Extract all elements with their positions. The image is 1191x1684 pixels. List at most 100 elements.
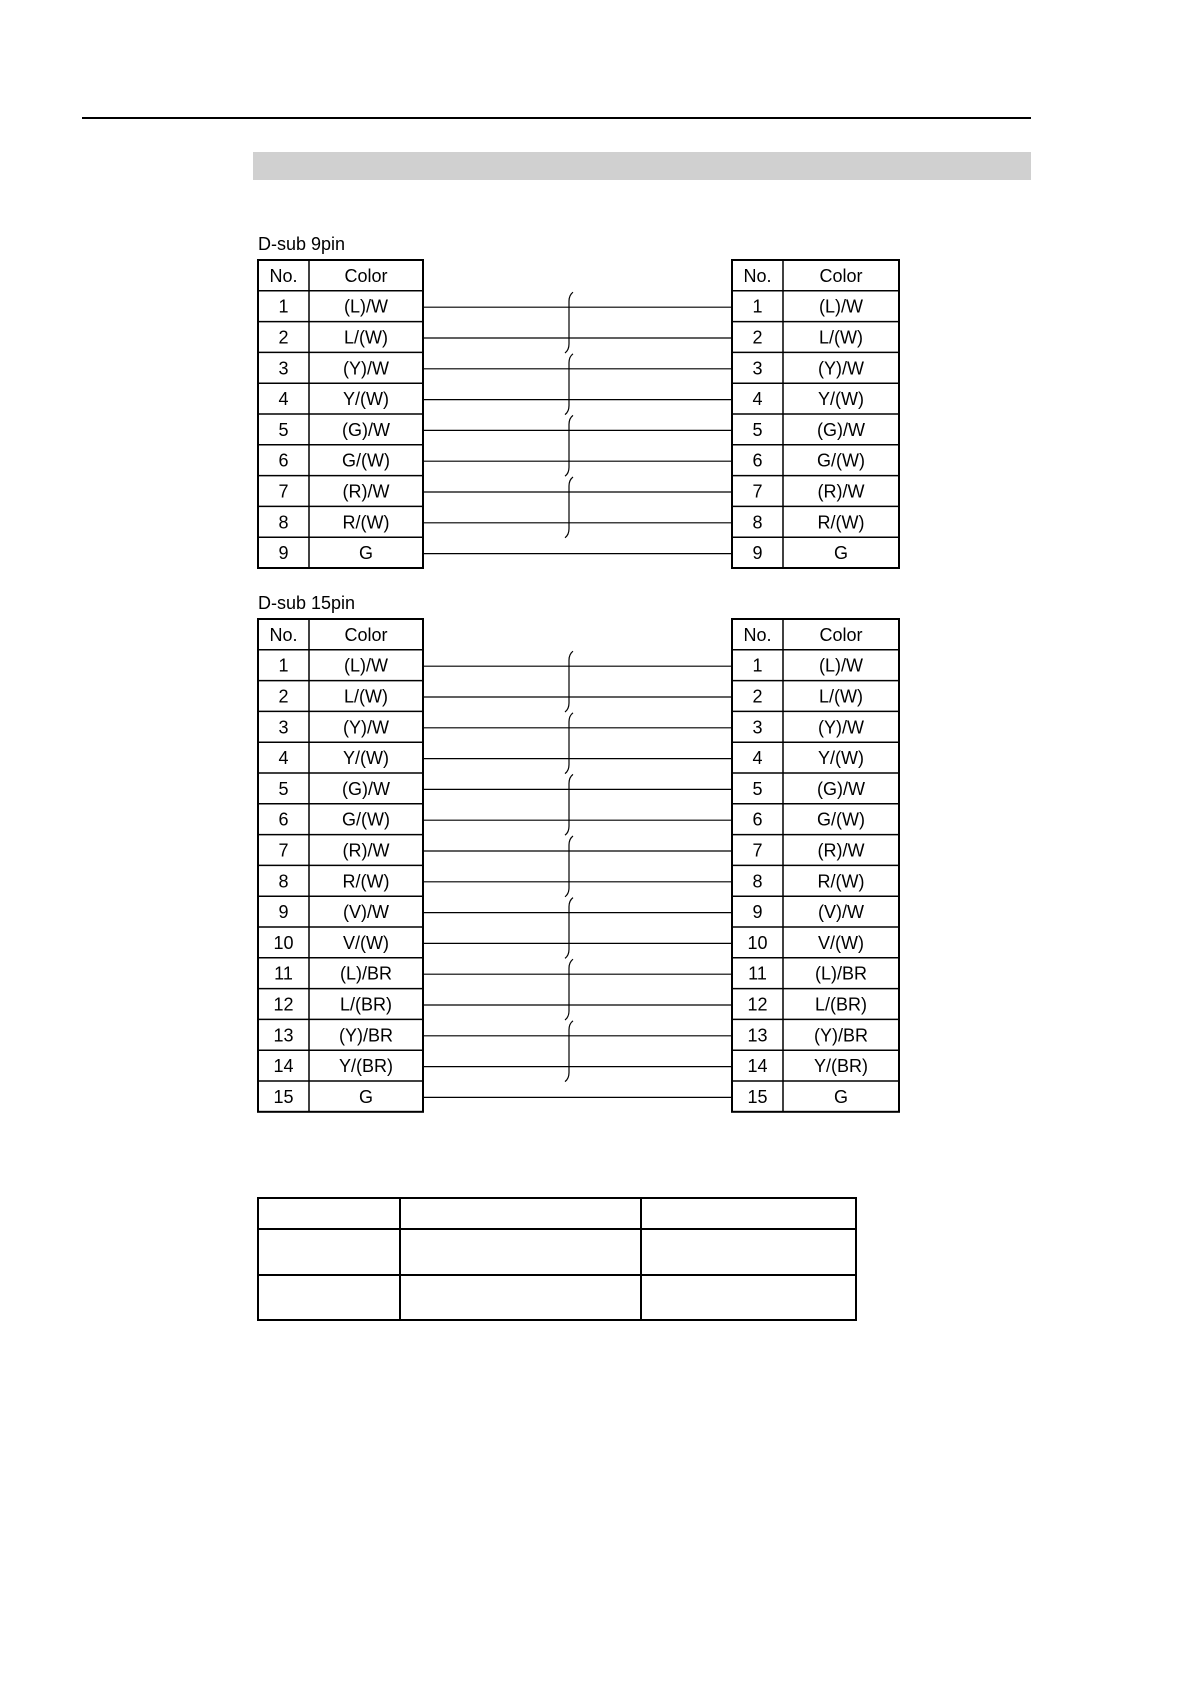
pin-number: 3 <box>278 717 288 737</box>
wire-color: G <box>834 1087 848 1107</box>
wire-color: (Y)/W <box>818 717 864 737</box>
pin-number: 6 <box>278 810 288 830</box>
wire-color: G/(W) <box>342 810 390 830</box>
twisted-pair-mark <box>564 414 574 477</box>
wire-color: (G)/W <box>817 420 865 440</box>
wire-color: (G)/W <box>342 420 390 440</box>
pin-number: 4 <box>278 389 288 409</box>
wire-color: L/(W) <box>344 687 388 707</box>
pin-number: 7 <box>278 482 288 502</box>
pin-number: 6 <box>752 810 762 830</box>
pin-number: 6 <box>752 451 762 471</box>
pin-number: 5 <box>278 420 288 440</box>
pin-number: 4 <box>278 748 288 768</box>
wire-color: (R)/W <box>818 841 865 861</box>
pin-number: 12 <box>273 995 293 1015</box>
pin-number: 8 <box>752 512 762 532</box>
empty-cell <box>640 1197 857 1230</box>
twisted-pair-mark <box>564 1020 574 1083</box>
wire-color: R/(W) <box>818 871 865 891</box>
pin-number: 7 <box>752 482 762 502</box>
wire-color: (L)/BR <box>815 964 867 984</box>
wire-color: (Y)/W <box>343 717 389 737</box>
twisted-pair-mark <box>564 773 574 836</box>
dsub9-label: D-sub 9pin <box>258 234 346 254</box>
pin-number: 11 <box>274 964 293 984</box>
header-no: No. <box>269 625 297 645</box>
pin-number: 1 <box>278 297 288 317</box>
pin-number: 15 <box>273 1087 293 1107</box>
twisted-pair-mark <box>564 897 574 959</box>
header-color: Color <box>344 266 387 286</box>
wire-color: (Y)/W <box>343 358 389 378</box>
wire-color: (L)/W <box>344 297 388 317</box>
twisted-pair-mark <box>564 476 574 539</box>
pin-number: 11 <box>748 964 767 984</box>
page-header-rule <box>82 117 1031 119</box>
pin-number: 9 <box>752 902 762 922</box>
empty-cell <box>257 1228 401 1276</box>
pin-number: 2 <box>752 687 762 707</box>
pin-number: 4 <box>752 748 762 768</box>
wire-color: G <box>834 543 848 563</box>
wire-color: Y/(W) <box>818 748 864 768</box>
wire-color: V/(W) <box>818 933 864 953</box>
pin-number: 15 <box>747 1087 767 1107</box>
pin-number: 6 <box>278 451 288 471</box>
empty-cell <box>399 1228 642 1276</box>
pin-number: 9 <box>278 902 288 922</box>
pin-number: 9 <box>278 543 288 563</box>
wire-color: L/(BR) <box>340 995 392 1015</box>
wire-color: G <box>359 1087 373 1107</box>
pin-number: 8 <box>752 871 762 891</box>
empty-cell <box>257 1274 401 1321</box>
twisted-pair-mark <box>564 712 574 775</box>
pin-number: 10 <box>747 933 767 953</box>
wire-color: L/(W) <box>819 328 863 348</box>
wire-color: Y/(W) <box>343 389 389 409</box>
pin-number: 5 <box>752 420 762 440</box>
wire-color: Y/(W) <box>818 389 864 409</box>
wire-color: R/(W) <box>343 512 390 532</box>
empty-cell <box>399 1197 642 1230</box>
wire-color: L/(BR) <box>815 995 867 1015</box>
wire-color: Y/(BR) <box>814 1056 868 1076</box>
section-title-bar <box>253 152 1031 180</box>
wire-color: G/(W) <box>817 451 865 471</box>
twisted-pair-mark <box>564 650 574 713</box>
dsub15-label: D-sub 15pin <box>258 593 356 613</box>
wire-color: L/(W) <box>344 328 388 348</box>
empty-table <box>257 1197 857 1321</box>
wire-color: R/(W) <box>818 512 865 532</box>
pin-number: 14 <box>273 1056 293 1076</box>
pin-number: 12 <box>747 995 767 1015</box>
wire-color: G/(W) <box>342 451 390 471</box>
wire-color: (Y)/BR <box>814 1025 868 1045</box>
wire-color: G <box>359 543 373 563</box>
empty-cell <box>399 1274 642 1321</box>
wire-color: V/(W) <box>343 933 389 953</box>
empty-cell <box>640 1274 857 1321</box>
pin-number: 8 <box>278 871 288 891</box>
pin-number: 2 <box>278 687 288 707</box>
wire-color: (R)/W <box>343 841 390 861</box>
twisted-pair-mark <box>564 835 574 898</box>
header-color: Color <box>819 625 862 645</box>
header-no: No. <box>269 266 297 286</box>
header-no: No. <box>743 266 771 286</box>
pin-number: 1 <box>752 656 762 676</box>
wire-color: R/(W) <box>343 871 390 891</box>
twisted-pair-mark <box>564 353 574 416</box>
pin-number: 4 <box>752 389 762 409</box>
wire-color: (L)/BR <box>340 964 392 984</box>
pin-number: 7 <box>752 841 762 861</box>
header-no: No. <box>743 625 771 645</box>
wire-color: (R)/W <box>818 482 865 502</box>
header-color: Color <box>344 625 387 645</box>
pin-number: 3 <box>752 358 762 378</box>
pin-number: 9 <box>752 543 762 563</box>
pin-number: 13 <box>747 1025 767 1045</box>
header-color: Color <box>819 266 862 286</box>
pin-number: 5 <box>752 779 762 799</box>
